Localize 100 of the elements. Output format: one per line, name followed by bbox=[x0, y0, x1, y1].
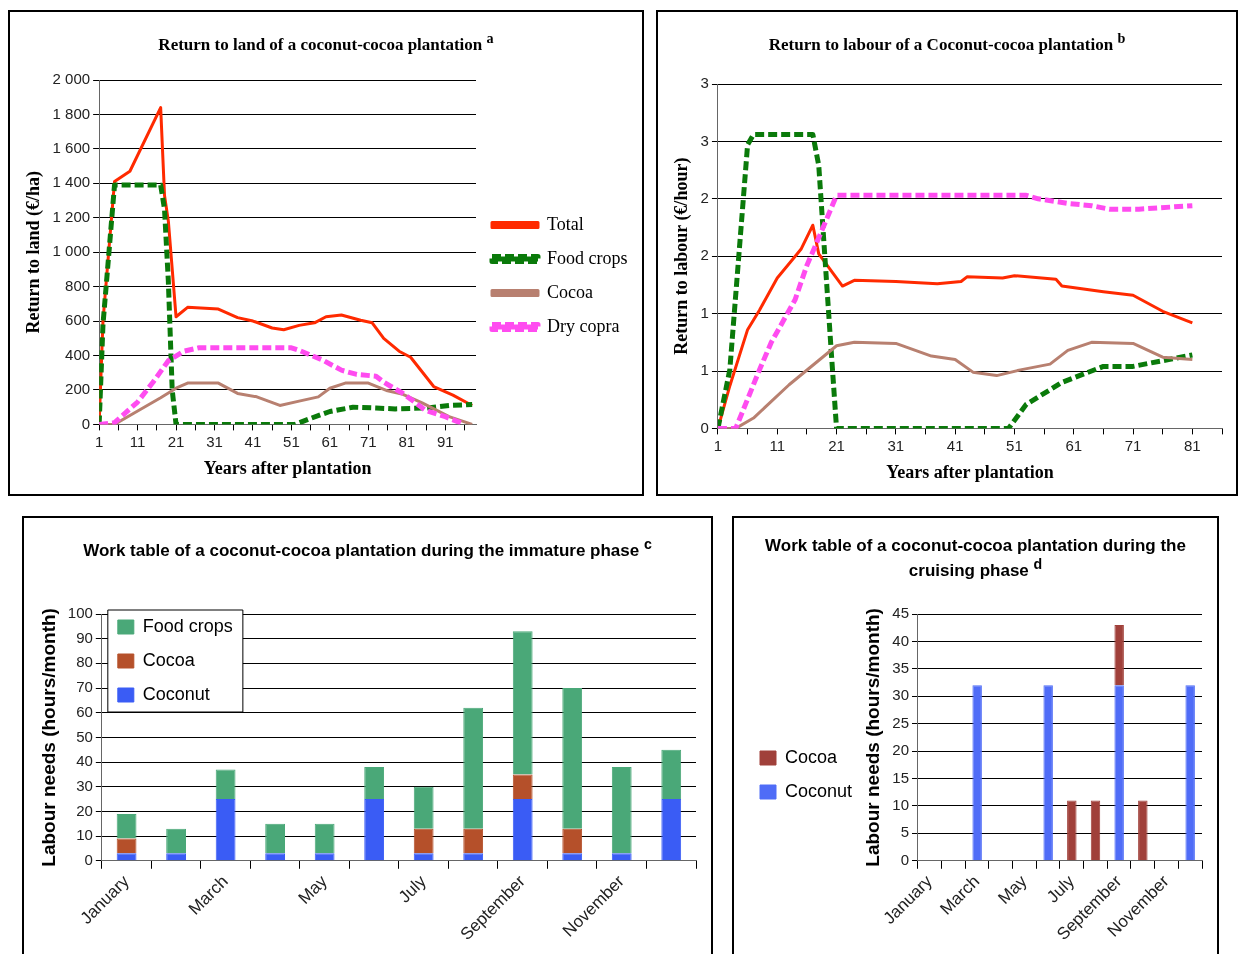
bar bbox=[661, 799, 682, 861]
x-tick-label: 1 bbox=[713, 436, 723, 454]
legend-label: Cocoa bbox=[785, 746, 839, 767]
y-tick-label: 25 bbox=[892, 713, 909, 731]
y-tick-label: 1 bbox=[700, 361, 709, 379]
y-tick-label: 1 600 bbox=[52, 139, 91, 157]
y-tick-label: 0 bbox=[900, 850, 909, 868]
x-tick-label: 51 bbox=[1006, 436, 1023, 454]
x-axis-title: Years after plantation bbox=[203, 457, 372, 478]
y-tick-label: 100 bbox=[67, 604, 93, 622]
bar bbox=[611, 853, 632, 861]
y-tick-label: 30 bbox=[892, 686, 909, 704]
x-tick-label: 81 bbox=[398, 432, 416, 450]
bar bbox=[215, 769, 236, 800]
x-tick-label: July bbox=[395, 871, 431, 907]
y-tick-label: 5 bbox=[900, 823, 909, 841]
y-tick-label: 45 bbox=[892, 604, 909, 622]
y-tick-label: 2 000 bbox=[52, 70, 91, 88]
bar bbox=[661, 749, 682, 800]
x-tick-label: 51 bbox=[283, 432, 300, 450]
bar bbox=[611, 767, 632, 854]
legend-label: Dry copra bbox=[547, 315, 620, 336]
bar bbox=[215, 799, 236, 861]
bar bbox=[463, 707, 484, 829]
bar bbox=[463, 853, 484, 861]
bar bbox=[413, 828, 434, 854]
y-tick-label: 50 bbox=[76, 727, 93, 745]
x-tick-label: May bbox=[994, 871, 1031, 908]
x-tick-label: 61 bbox=[1065, 436, 1083, 454]
y-tick-label: 30 bbox=[76, 776, 93, 794]
bar bbox=[512, 799, 533, 861]
y-tick-label: 20 bbox=[76, 801, 93, 819]
y-tick-label: 1 800 bbox=[52, 104, 91, 122]
y-tick-label: 35 bbox=[892, 658, 909, 676]
x-tick-label: 1 bbox=[94, 432, 104, 450]
x-tick-label: 11 bbox=[769, 436, 786, 454]
y-tick-label: 2 bbox=[700, 246, 709, 264]
x-tick-label: 21 bbox=[828, 436, 845, 454]
chart-title: Return to labour of a Coconut-cocoa plantation $^{b}$ bbox=[767, 30, 1127, 55]
x-tick-label: 61 bbox=[321, 432, 339, 450]
bar bbox=[512, 774, 533, 800]
y-tick-label: 80 bbox=[76, 653, 93, 671]
y-tick-label: 15 bbox=[892, 768, 909, 786]
bar bbox=[1043, 685, 1053, 861]
bar bbox=[562, 828, 583, 854]
y-tick-label: 0 bbox=[700, 418, 709, 436]
x-tick-label: 91 bbox=[436, 432, 454, 450]
bar bbox=[1138, 800, 1148, 861]
y-tick-label: 400 bbox=[65, 345, 91, 363]
x-tick-label: 71 bbox=[1124, 436, 1142, 454]
bar bbox=[1114, 685, 1124, 861]
y-axis-title: Labour needs (hours/month) bbox=[862, 608, 884, 867]
x-tick-label: 11 bbox=[129, 432, 146, 450]
bar bbox=[463, 828, 484, 854]
bar bbox=[562, 853, 583, 861]
y-tick-label: 3 bbox=[700, 131, 709, 149]
bar bbox=[364, 767, 385, 800]
legend-label: Cocoa bbox=[547, 281, 593, 302]
bar bbox=[116, 853, 137, 861]
legend-label: Cocoa bbox=[142, 649, 196, 670]
bar bbox=[314, 853, 335, 861]
bar bbox=[512, 631, 533, 775]
bar bbox=[413, 786, 434, 829]
y-tick-label: 1 000 bbox=[52, 242, 91, 260]
y-axis-title: Labour needs (hours/month) bbox=[37, 608, 59, 867]
x-tick-label: 81 bbox=[1184, 436, 1201, 454]
y-tick-label: 40 bbox=[892, 631, 909, 649]
y-tick-label: 0 bbox=[81, 414, 91, 432]
bar bbox=[1067, 800, 1077, 861]
bar bbox=[972, 685, 982, 861]
bar bbox=[562, 688, 583, 829]
bar bbox=[364, 799, 385, 861]
x-tick-label: 21 bbox=[167, 432, 185, 450]
bar bbox=[1114, 624, 1124, 686]
bar bbox=[265, 823, 286, 854]
x-axis-title: Years after plantation bbox=[886, 461, 1054, 482]
bar bbox=[1090, 800, 1101, 861]
chart-title: Return to land of a coconut-cocoa plantation $^{a}$ bbox=[157, 30, 495, 55]
y-tick-label: 3 bbox=[700, 74, 709, 92]
legend-label: Total bbox=[547, 213, 584, 234]
chart-title: Work table of a coconut-cocoa plantation during the cruising phase $^{d}$ bbox=[764, 536, 1187, 580]
y-tick-label: 2 bbox=[700, 188, 709, 206]
y-tick-label: 10 bbox=[892, 796, 909, 814]
chart-title: Work table of a coconut-cocoa plantation during the immature phase $^{c}$ bbox=[82, 536, 653, 561]
y-tick-label: 1 400 bbox=[52, 173, 91, 191]
legend-label: Coconut bbox=[142, 683, 210, 704]
x-tick-label: 31 bbox=[887, 436, 905, 454]
y-tick-label: 1 200 bbox=[52, 207, 91, 225]
bar bbox=[1185, 685, 1195, 861]
bar bbox=[166, 853, 186, 861]
bar bbox=[265, 853, 286, 861]
y-tick-label: 20 bbox=[892, 741, 909, 759]
y-tick-label: 800 bbox=[65, 276, 91, 294]
y-tick-label: 0 bbox=[84, 850, 93, 868]
bar bbox=[166, 828, 186, 854]
x-tick-label: 41 bbox=[946, 436, 964, 454]
y-tick-label: 1 bbox=[700, 303, 709, 321]
bar bbox=[413, 853, 434, 861]
x-tick-label: 31 bbox=[206, 432, 223, 450]
y-tick-label: 600 bbox=[65, 311, 91, 329]
